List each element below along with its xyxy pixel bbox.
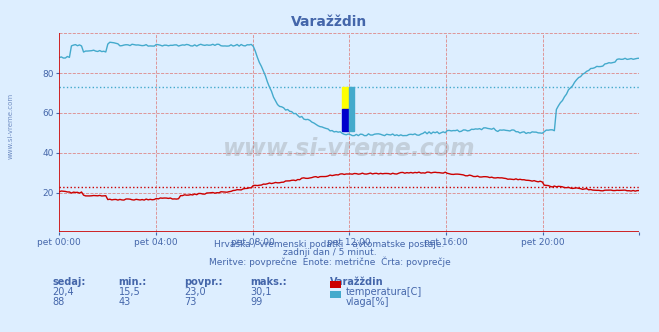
Text: Hrvaška / vremenski podatki - avtomatske postaje.: Hrvaška / vremenski podatki - avtomatske…	[214, 240, 445, 249]
Text: 30,1: 30,1	[250, 287, 272, 297]
Text: 88: 88	[53, 297, 65, 307]
Text: maks.:: maks.:	[250, 277, 287, 287]
Text: Varažždin: Varažždin	[330, 277, 383, 287]
Bar	[349, 87, 355, 131]
Text: 15,5: 15,5	[119, 287, 140, 297]
Text: min.:: min.:	[119, 277, 147, 287]
Text: Varažždin: Varažždin	[291, 15, 368, 29]
Text: sedaj:: sedaj:	[53, 277, 86, 287]
Text: povpr.:: povpr.:	[185, 277, 223, 287]
Text: www.si-vreme.com: www.si-vreme.com	[8, 93, 14, 159]
Bar	[342, 87, 349, 109]
Text: temperatura[C]: temperatura[C]	[346, 287, 422, 297]
Text: www.si-vreme.com: www.si-vreme.com	[223, 137, 476, 161]
Text: vlaga[%]: vlaga[%]	[346, 297, 389, 307]
Text: 73: 73	[185, 297, 197, 307]
Text: 23,0: 23,0	[185, 287, 206, 297]
Text: 20,4: 20,4	[53, 287, 74, 297]
Text: 43: 43	[119, 297, 131, 307]
Text: Meritve: povprečne  Enote: metrične  Črta: povprečje: Meritve: povprečne Enote: metrične Črta:…	[209, 256, 450, 267]
Text: 99: 99	[250, 297, 263, 307]
Bar	[342, 109, 349, 131]
Text: zadnji dan / 5 minut.: zadnji dan / 5 minut.	[283, 248, 376, 257]
